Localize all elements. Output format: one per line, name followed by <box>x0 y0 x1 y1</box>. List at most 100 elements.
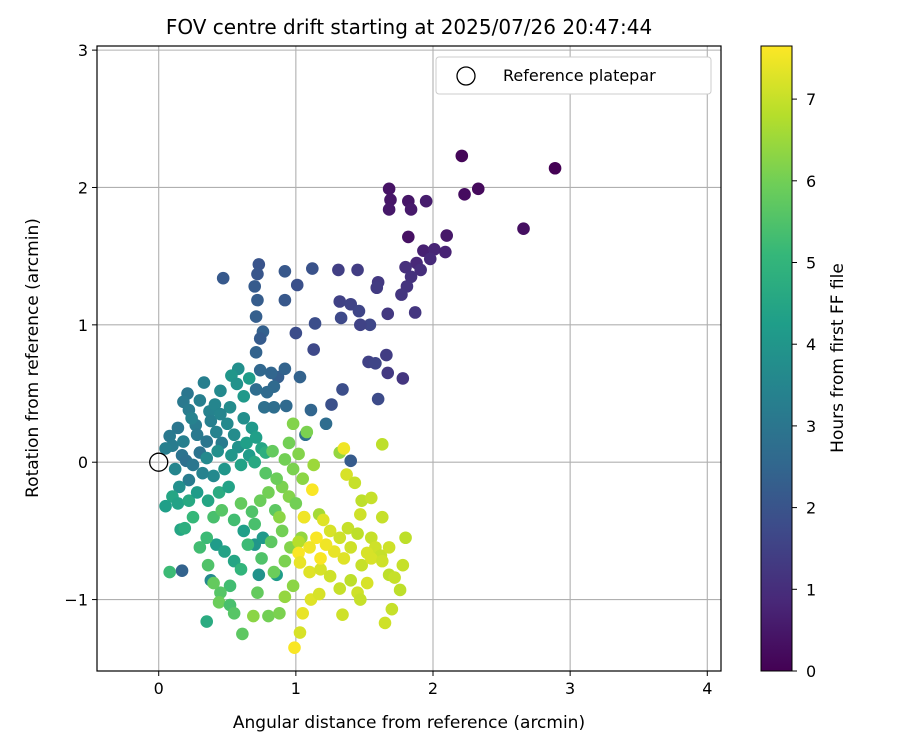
data-point <box>395 288 408 301</box>
colorbar-tick-label: 5 <box>806 254 816 273</box>
data-point <box>306 483 319 496</box>
data-point <box>548 161 562 175</box>
data-point <box>197 376 211 389</box>
data-point <box>289 326 303 340</box>
data-point <box>292 447 305 461</box>
data-point <box>237 524 251 538</box>
data-point <box>275 524 289 538</box>
data-point <box>382 182 396 196</box>
data-point <box>288 641 301 654</box>
data-point <box>471 182 485 196</box>
data-point <box>201 558 215 572</box>
data-point <box>237 389 251 403</box>
data-point <box>414 263 427 277</box>
data-point <box>334 311 348 325</box>
data-point <box>363 318 377 332</box>
data-point <box>264 366 278 380</box>
data-point <box>252 568 266 582</box>
data-point <box>370 281 384 295</box>
y-tick-label: −1 <box>64 591 88 610</box>
legend: Reference platepar <box>435 56 712 95</box>
data-point <box>267 400 281 414</box>
data-point <box>369 357 382 370</box>
data-point <box>251 267 264 281</box>
data-point <box>455 149 469 163</box>
data-point <box>290 278 304 292</box>
data-point <box>296 472 310 485</box>
data-point <box>286 462 300 476</box>
data-point <box>382 203 396 216</box>
data-point <box>316 513 330 527</box>
colorbar-tick-label: 3 <box>806 417 816 436</box>
data-point <box>273 607 286 620</box>
data-point <box>428 242 441 256</box>
y-axis-title: Rotation from reference (arcmin) <box>23 218 43 498</box>
data-point <box>306 262 319 275</box>
data-point <box>171 421 185 435</box>
data-point <box>293 370 307 384</box>
data-point <box>253 332 267 345</box>
colorbar-label: Hours from first FF file <box>828 263 848 453</box>
data-point <box>344 541 358 554</box>
data-point <box>240 436 253 450</box>
data-point <box>237 411 251 425</box>
data-point <box>204 414 218 428</box>
data-point <box>399 531 412 545</box>
data-point <box>234 563 248 576</box>
data-point <box>216 271 230 285</box>
data-point <box>242 372 256 385</box>
data-point <box>323 524 337 538</box>
data-point <box>325 398 338 411</box>
data-point <box>337 442 351 455</box>
data-point <box>200 531 214 545</box>
data-point <box>234 458 248 472</box>
data-point <box>214 384 227 398</box>
data-point <box>267 565 281 579</box>
data-point <box>172 480 186 494</box>
data-point <box>186 458 200 472</box>
data-point <box>210 425 223 439</box>
data-point <box>381 366 395 380</box>
data-point <box>312 587 326 601</box>
data-point <box>333 295 347 308</box>
data-point <box>249 346 263 359</box>
data-point <box>200 451 214 465</box>
data-point <box>248 455 262 469</box>
data-point <box>323 569 337 583</box>
data-point <box>193 541 207 554</box>
data-point <box>423 252 437 266</box>
data-point <box>196 466 209 480</box>
data-point <box>251 293 264 307</box>
data-point <box>399 260 412 274</box>
data-point <box>223 579 237 593</box>
data-point <box>300 425 314 439</box>
data-point <box>384 193 397 207</box>
data-point <box>200 435 214 448</box>
data-point <box>319 538 333 551</box>
data-point <box>249 431 263 444</box>
data-point <box>336 383 349 396</box>
data-point <box>258 400 271 414</box>
data-point <box>182 473 196 487</box>
data-point <box>354 593 367 606</box>
y-tick-label: 0 <box>78 453 88 472</box>
data-point <box>253 494 267 507</box>
data-point <box>364 491 378 505</box>
data-point <box>163 429 176 443</box>
data-point <box>375 510 389 524</box>
data-point <box>344 574 358 587</box>
x-axis-title: Angular distance from reference (arcmin) <box>233 713 585 733</box>
data-point <box>185 411 198 425</box>
data-point <box>278 293 292 307</box>
data-point <box>371 392 385 406</box>
data-point <box>286 417 300 431</box>
data-point <box>419 194 433 208</box>
x-axis: 0 1 2 3 4 <box>154 671 712 698</box>
data-point <box>227 428 241 442</box>
data-point <box>308 317 322 330</box>
data-point <box>458 188 471 201</box>
data-point <box>273 510 286 524</box>
data-point <box>292 546 305 560</box>
data-point <box>266 444 279 458</box>
data-point <box>220 417 234 431</box>
